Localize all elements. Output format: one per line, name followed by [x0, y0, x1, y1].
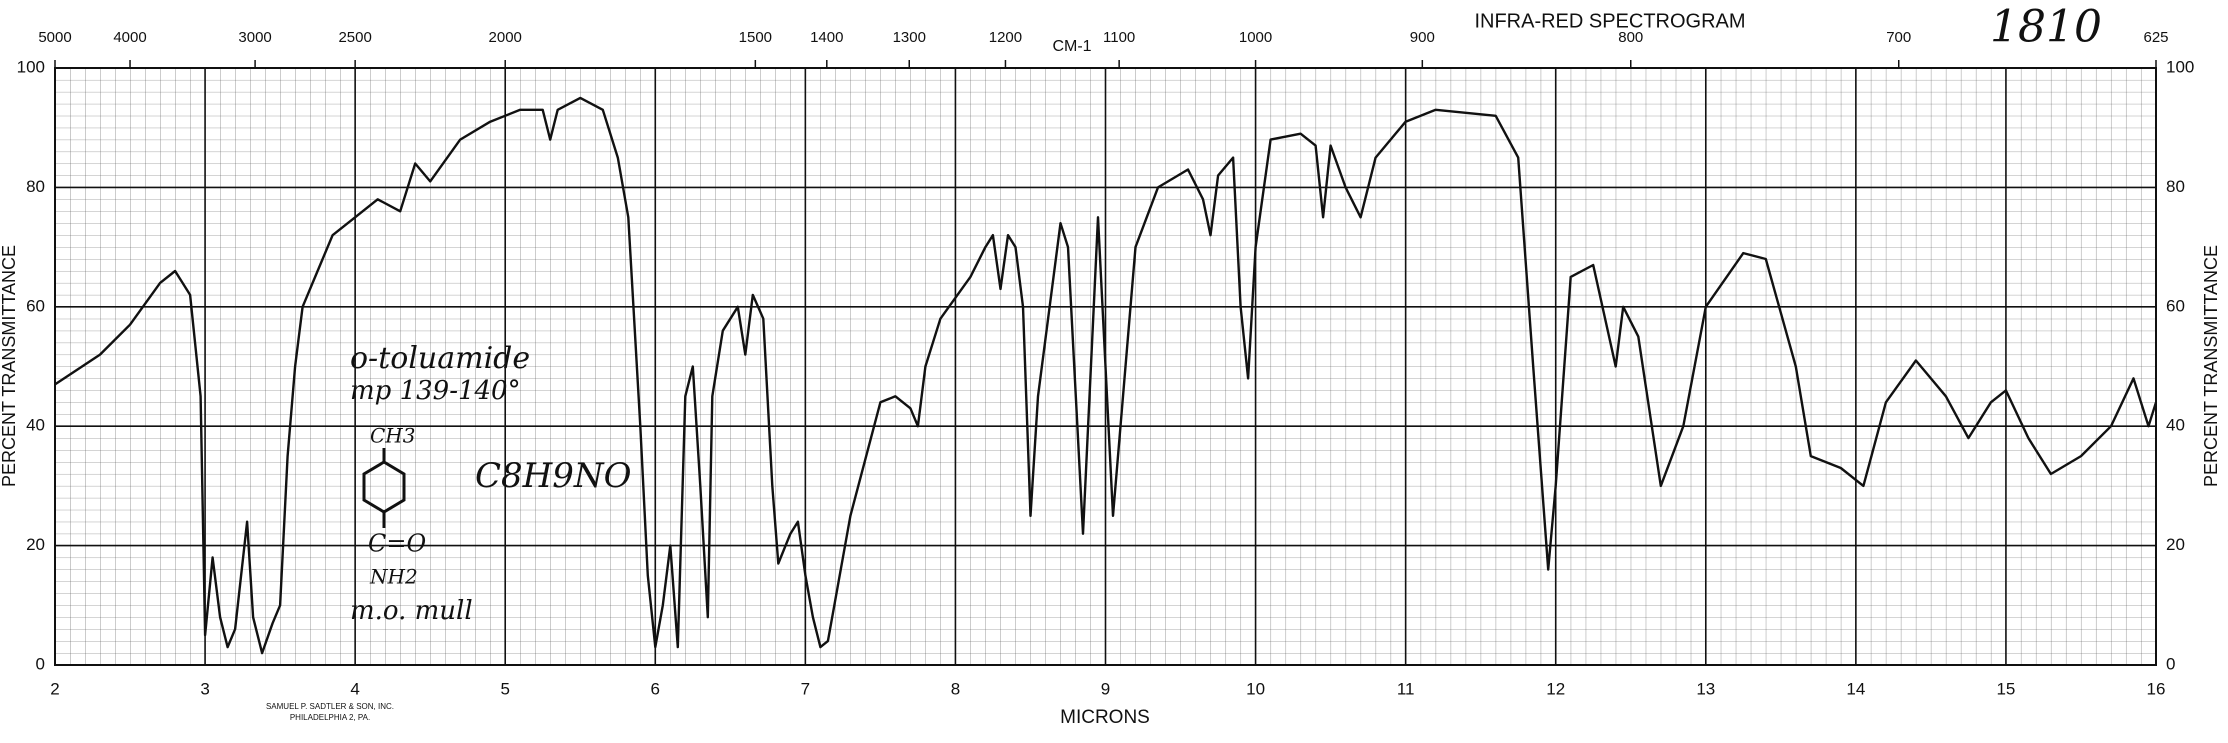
y-tick-label: 80 — [26, 177, 45, 196]
spectrum-number: 1810 — [1990, 2, 2102, 53]
x-tick-label: 8 — [951, 679, 960, 698]
x-tick-label: 13 — [1696, 679, 1715, 698]
y-tick-label: 20 — [26, 535, 45, 554]
annotation: NH2 — [369, 565, 418, 589]
x2-axis-label: CM-1 — [1052, 38, 1091, 55]
y-tick-label: 100 — [17, 57, 45, 76]
x2-tick-label: 1500 — [739, 29, 772, 46]
annotation: C8H9NO — [475, 456, 632, 496]
annotation: m.o. mull — [350, 596, 473, 626]
x2-tick-label: 700 — [1886, 29, 1911, 46]
x2-tick-label: 1400 — [810, 29, 843, 46]
annotation: o-toluamide — [350, 341, 530, 376]
annotation: CH3 — [370, 424, 415, 448]
annotation: mp 139-140° — [350, 376, 521, 406]
y2-tick-label: 100 — [2166, 57, 2194, 76]
x-tick-label: 4 — [350, 679, 359, 698]
publisher: PHILADELPHIA 2, PA. — [290, 713, 370, 722]
x-tick-label: 2 — [50, 679, 59, 698]
x-tick-label: 7 — [801, 679, 810, 698]
x-tick-label: 15 — [1996, 679, 2015, 698]
spectrum-line — [54, 96, 2158, 655]
x-tick-label: 10 — [1246, 679, 1265, 698]
x2-tick-label: 900 — [1410, 29, 1435, 46]
y-tick-label: 40 — [26, 416, 45, 435]
x-tick-label: 12 — [1546, 679, 1565, 698]
x-tick-label: 11 — [1397, 679, 1415, 698]
x2-tick-label: 4000 — [113, 29, 146, 46]
x2-tick-label: 3000 — [238, 29, 271, 46]
y2-tick-label: 60 — [2166, 296, 2185, 315]
y-tick-label: 0 — [36, 654, 45, 673]
x2-tick-label: 5000 — [38, 29, 71, 46]
x-tick-label: 14 — [1846, 679, 1865, 698]
publisher: SAMUEL P. SADTLER & SON, INC. — [266, 702, 394, 711]
y2-axis-label: PERCENT TRANSMITTANCE — [2201, 245, 2221, 487]
chart-title: INFRA-RED SPECTROGRAM — [1474, 10, 1745, 32]
y-axis-label: PERCENT TRANSMITTANCE — [0, 245, 19, 487]
annotation: C=O — [368, 530, 426, 558]
y2-tick-label: 40 — [2166, 416, 2185, 435]
x2-tick-label: 1300 — [893, 29, 926, 46]
y2-tick-label: 20 — [2166, 535, 2185, 554]
x2-tick-label: 1200 — [989, 29, 1022, 46]
benzene-sketch — [362, 448, 406, 528]
y2-tick-label: 0 — [2166, 654, 2175, 673]
x-tick-label: 5 — [500, 679, 509, 698]
y2-tick-label: 80 — [2166, 177, 2185, 196]
x2-tick-label: 1000 — [1239, 29, 1272, 46]
x2-tick-label: 2000 — [489, 29, 522, 46]
x2-tick-label: 625 — [2143, 29, 2168, 46]
x-tick-label: 16 — [2147, 679, 2166, 698]
x2-tick-label: 2500 — [338, 29, 371, 46]
y-tick-label: 60 — [26, 296, 45, 315]
x-tick-label: 6 — [651, 679, 660, 698]
x-axis-label: MICRONS — [1060, 707, 1150, 728]
x2-tick-label: 800 — [1618, 29, 1643, 46]
x2-tick-label: 1100 — [1103, 29, 1135, 46]
x-tick-label: 9 — [1101, 679, 1110, 698]
x-tick-label: 3 — [200, 679, 209, 698]
